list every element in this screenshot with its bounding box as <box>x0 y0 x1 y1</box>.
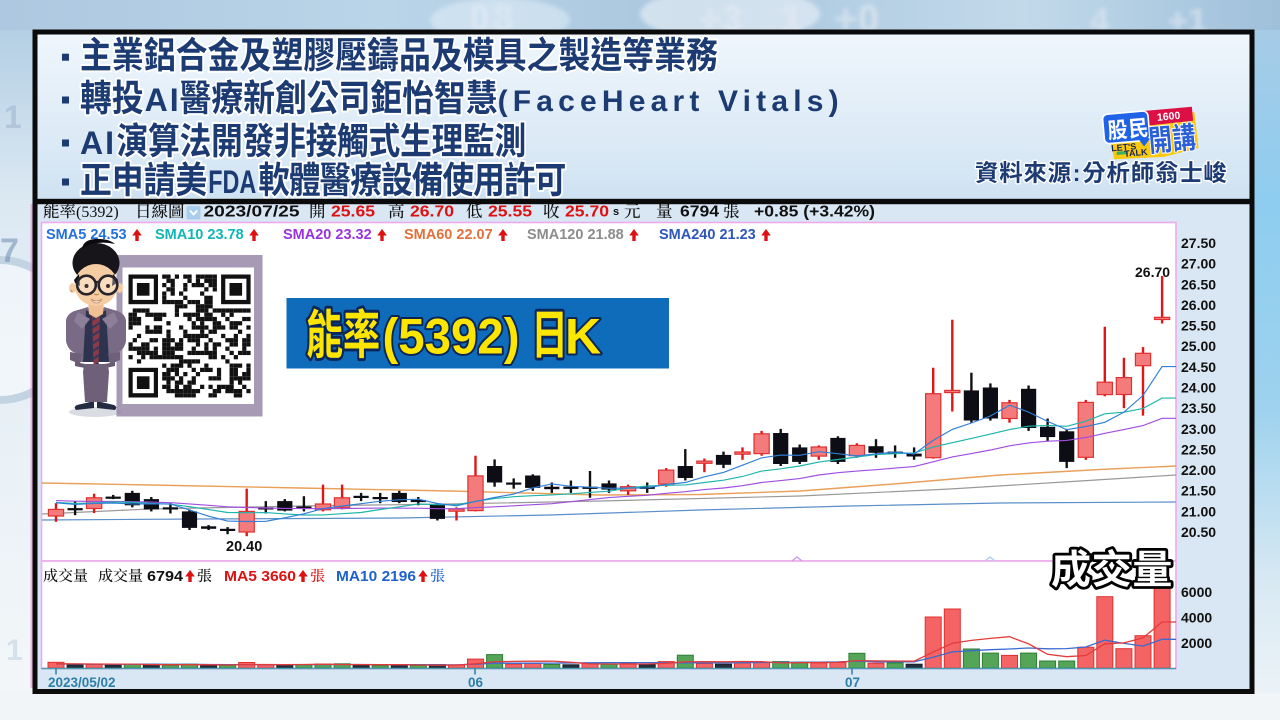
svg-text:1600: 1600 <box>1157 110 1181 124</box>
svg-text:MA5 3660: MA5 3660 <box>224 568 296 585</box>
svg-text:26.00: 26.00 <box>1181 297 1216 313</box>
svg-text:LET'S: LET'S <box>1111 141 1137 153</box>
svg-text:SMA60 22.07: SMA60 22.07 <box>404 227 493 243</box>
svg-text:6794: 6794 <box>147 568 184 585</box>
svg-text:(5392): (5392) <box>383 309 520 365</box>
svg-text:(5392): (5392) <box>76 204 119 221</box>
svg-text:24.00: 24.00 <box>1181 379 1216 395</box>
svg-text:SMA5 24.53: SMA5 24.53 <box>46 227 127 243</box>
svg-text:25.00: 25.00 <box>1181 338 1216 354</box>
svg-text:25.70: 25.70 <box>565 204 609 221</box>
svg-text:MA10 2196: MA10 2196 <box>336 568 416 585</box>
svg-text:SMA120 21.88: SMA120 21.88 <box>527 227 624 243</box>
svg-text:26.70: 26.70 <box>1135 264 1170 280</box>
svg-text:22.00: 22.00 <box>1181 462 1216 478</box>
svg-text:23.50: 23.50 <box>1181 400 1216 416</box>
svg-text:2000: 2000 <box>1181 635 1212 651</box>
svg-text:4000: 4000 <box>1181 610 1212 626</box>
svg-text:1: 1 <box>6 634 23 667</box>
svg-text:2023/07/25: 2023/07/25 <box>204 204 300 221</box>
svg-text:27.00: 27.00 <box>1181 256 1216 272</box>
svg-text:23.00: 23.00 <box>1181 421 1216 437</box>
svg-text:FDA: FDA <box>208 164 256 200</box>
svg-text:SMA240 21.23: SMA240 21.23 <box>659 227 756 243</box>
svg-text:22.50: 22.50 <box>1181 441 1216 457</box>
svg-text:K: K <box>565 309 601 365</box>
svg-text:2023/05/02: 2023/05/02 <box>48 675 116 690</box>
svg-text:AI: AI <box>145 82 179 118</box>
svg-text:6794: 6794 <box>680 204 719 221</box>
svg-text:AI: AI <box>80 125 114 161</box>
svg-text:21.50: 21.50 <box>1181 483 1216 499</box>
svg-text:1: 1 <box>4 99 22 135</box>
svg-text:7: 7 <box>0 232 19 270</box>
svg-text:20.40: 20.40 <box>226 539 262 555</box>
svg-text::: : <box>1073 160 1081 186</box>
svg-text:6000: 6000 <box>1181 584 1212 600</box>
svg-text:06: 06 <box>468 675 484 690</box>
svg-text:SMA10 23.78: SMA10 23.78 <box>155 227 244 243</box>
svg-text:20.50: 20.50 <box>1181 524 1216 540</box>
svg-text:TALK: TALK <box>1124 147 1149 159</box>
svg-text:25.50: 25.50 <box>1181 318 1216 334</box>
svg-text:25.65: 25.65 <box>331 204 375 221</box>
svg-text:s: s <box>613 206 619 218</box>
svg-text:25.55: 25.55 <box>488 204 532 221</box>
svg-text:+0.85 (+3.42%): +0.85 (+3.42%) <box>754 204 875 221</box>
svg-text:24.50: 24.50 <box>1181 359 1216 375</box>
svg-text:26.70: 26.70 <box>410 204 454 221</box>
svg-text:07: 07 <box>845 675 860 690</box>
svg-text:26.50: 26.50 <box>1181 276 1216 292</box>
svg-text:SMA20 23.32: SMA20 23.32 <box>283 227 372 243</box>
svg-text:27.50: 27.50 <box>1181 235 1216 251</box>
svg-text:21.00: 21.00 <box>1181 503 1216 519</box>
